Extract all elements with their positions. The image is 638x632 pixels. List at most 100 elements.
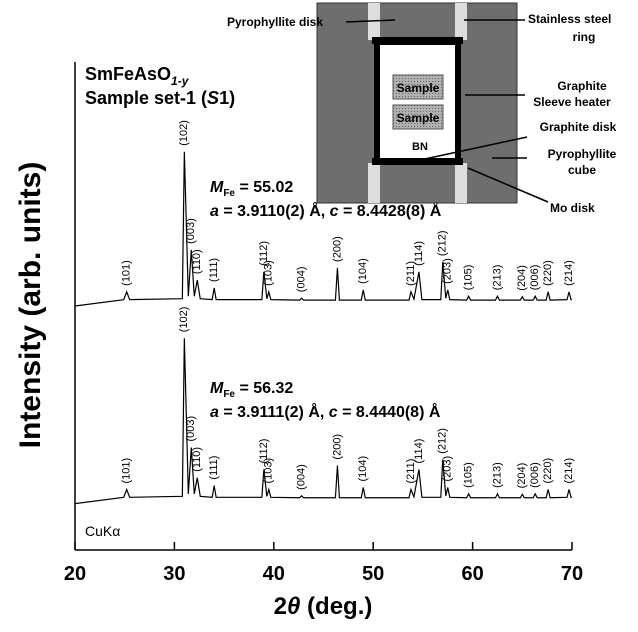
pattern-line bbox=[74, 151, 572, 307]
radiation-label: CuKα bbox=[85, 523, 120, 539]
inset-label: Sample bbox=[397, 81, 440, 95]
inset-label: Stainless steel bbox=[528, 12, 611, 26]
peak-label: (114) bbox=[413, 241, 425, 266]
inset-label: ring bbox=[573, 30, 596, 44]
peak-label: (105) bbox=[463, 265, 475, 291]
inset-diagram: Sample Sample BN Pyrophyllite disk Stain… bbox=[227, 2, 617, 215]
steel-ring bbox=[455, 3, 467, 40]
peak-label: (102) bbox=[178, 307, 190, 333]
inset-label: Mo disk bbox=[550, 201, 595, 215]
peak-label: (110) bbox=[191, 447, 203, 472]
peak-label: (200) bbox=[331, 434, 343, 460]
title-line: SmFeAsO1-y bbox=[85, 64, 190, 88]
peak-label: (204) bbox=[516, 265, 528, 291]
x-label-part: (deg.) bbox=[300, 593, 372, 620]
graphite-disk bbox=[372, 37, 463, 44]
inset-label: Sleeve heater bbox=[533, 95, 611, 109]
inset-label: Graphite disk bbox=[540, 120, 617, 134]
peak-label: (212) bbox=[437, 428, 449, 454]
annotation: a = 3.9111(2) Å, c = 8.4440(8) Å bbox=[210, 402, 441, 421]
x-axis-label: 2θ (deg.) bbox=[274, 593, 373, 620]
annotation-part: a bbox=[210, 404, 219, 421]
peak-label: (006) bbox=[529, 462, 541, 488]
annotation: a = 3.9110(2) Å, c = 8.4428(8) Å bbox=[210, 201, 442, 220]
graphite-disk bbox=[372, 158, 463, 165]
inset-label: BN bbox=[412, 141, 428, 153]
annotation-part: c bbox=[329, 404, 338, 421]
peak-label: (111) bbox=[208, 456, 220, 480]
x-label-part: θ bbox=[287, 593, 300, 620]
peak-label: (112) bbox=[258, 439, 270, 464]
peak-label: (213) bbox=[491, 265, 503, 291]
peak-label: (104) bbox=[357, 258, 369, 284]
peak-label: (203) bbox=[442, 456, 454, 482]
peak-label: (214) bbox=[563, 260, 575, 286]
steel-ring bbox=[368, 163, 380, 203]
sample-box bbox=[392, 104, 444, 130]
peak-label: (211) bbox=[405, 459, 417, 484]
annotations: MFe = 55.02 a = 3.9110(2) Å, c = 8.4428(… bbox=[210, 179, 442, 421]
peak-label: (003) bbox=[185, 218, 197, 244]
sample-box bbox=[392, 74, 444, 100]
graphite-sleeve bbox=[374, 39, 461, 164]
annotation: MFe = 56.32 bbox=[210, 380, 293, 400]
annotation-part: c bbox=[330, 203, 339, 220]
inset-label: Sample bbox=[397, 111, 440, 125]
peak-label: (220) bbox=[542, 458, 554, 484]
annotation-subscript: Fe bbox=[223, 389, 235, 400]
peak-label: (104) bbox=[357, 456, 369, 482]
peak-label: (006) bbox=[529, 265, 541, 291]
annotation-part: M bbox=[210, 179, 224, 196]
title-part: S bbox=[207, 88, 219, 108]
peak-label: (212) bbox=[437, 230, 449, 256]
peak-label: (200) bbox=[331, 236, 343, 262]
title-part: SmFeAsO bbox=[85, 64, 171, 84]
peak-label: (110) bbox=[191, 249, 203, 274]
peak-label: (214) bbox=[563, 458, 575, 484]
annotation-part: = 3.9111(2) Å, bbox=[219, 402, 329, 421]
x-tick-label: 40 bbox=[263, 563, 285, 585]
annotation-part: a bbox=[210, 203, 219, 220]
title-subscript: 1-y bbox=[171, 74, 190, 88]
y-axis-label: Intensity (arb. units) bbox=[14, 162, 47, 449]
peak-label: (213) bbox=[491, 462, 503, 488]
peak-label: (112) bbox=[258, 241, 270, 266]
peak-label: (003) bbox=[185, 416, 197, 442]
title-part: Sample set-1 ( bbox=[85, 88, 207, 108]
pattern-line bbox=[74, 338, 572, 505]
steel-ring bbox=[455, 163, 467, 203]
annotation-part: = 8.4440(8) Å bbox=[338, 402, 441, 421]
title-line: Sample set-1 (S1) bbox=[85, 88, 235, 108]
inset-label: Pyrophyllite disk bbox=[227, 15, 323, 29]
annotation-part: M bbox=[210, 380, 224, 397]
peak-label: (114) bbox=[413, 439, 425, 464]
x-tick-label: 20 bbox=[64, 563, 86, 585]
inset-label: Graphite bbox=[557, 79, 607, 93]
x-label-part: 2 bbox=[274, 593, 287, 620]
peak-label: (101) bbox=[121, 260, 133, 286]
peak-label: (111) bbox=[208, 258, 220, 282]
annotation-part: = 8.4428(8) Å bbox=[339, 201, 442, 220]
peak-label: (004) bbox=[296, 464, 308, 490]
annotation: MFe = 55.02 bbox=[210, 179, 293, 199]
inset-label: Pyrophyllite bbox=[548, 147, 617, 161]
peak-label: (103) bbox=[263, 260, 275, 286]
inset-label: cube bbox=[568, 163, 596, 177]
peak-label: (101) bbox=[121, 458, 133, 484]
annotation-part: = 55.02 bbox=[235, 179, 293, 196]
peak-label: (204) bbox=[516, 463, 528, 489]
peak-label: (102) bbox=[178, 120, 190, 146]
title-part: 1) bbox=[219, 88, 235, 108]
x-tick-label: 30 bbox=[163, 563, 185, 585]
x-tick-label: 50 bbox=[362, 563, 384, 585]
annotation-part: = 56.32 bbox=[235, 380, 293, 397]
peak-label: (203) bbox=[442, 258, 454, 284]
peak-label: (105) bbox=[463, 462, 475, 488]
inset-arrows bbox=[345, 19, 549, 203]
annotation-subscript: Fe bbox=[223, 188, 235, 199]
annotation-part: = 3.9110(2) Å, bbox=[219, 201, 330, 220]
peak-label: (103) bbox=[263, 458, 275, 484]
peak-label: (211) bbox=[405, 261, 417, 286]
peak-label: (004) bbox=[296, 267, 308, 293]
